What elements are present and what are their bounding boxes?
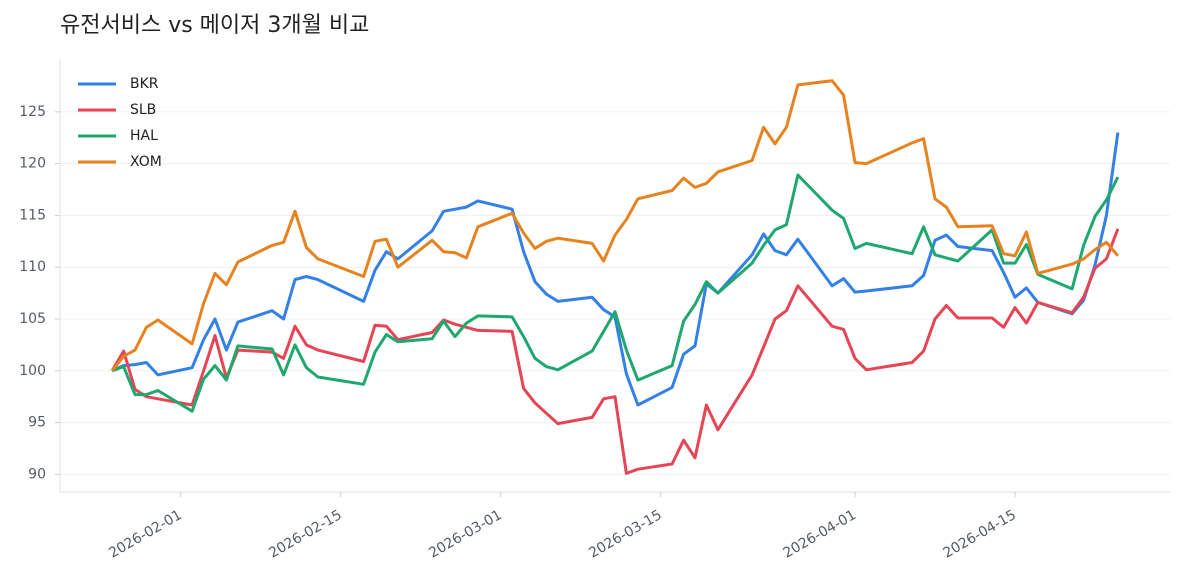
series-line: [110, 79, 1120, 372]
series-line: [110, 228, 1120, 475]
legend-label: HAL: [130, 128, 158, 144]
x-tick-label: 2026-02-01: [106, 507, 184, 562]
x-tick-label: 2026-03-15: [586, 507, 664, 562]
y-tick-label: 105: [19, 311, 46, 327]
y-tick-label: 115: [19, 207, 46, 223]
series-line: [111, 132, 1120, 407]
y-tick-label: 125: [19, 104, 46, 120]
y-tick-label: 100: [19, 363, 46, 379]
legend: BKR SLB HAL XOM: [78, 76, 162, 170]
y-tick-label: 90: [28, 466, 46, 482]
y-tick-label: 110: [19, 259, 46, 275]
y-tick-label: 120: [19, 156, 46, 172]
x-tick-label: 2026-04-15: [941, 507, 1019, 562]
x-tick-label: 2026-03-01: [426, 507, 504, 562]
legend-label: XOM: [130, 154, 162, 170]
series-line: [111, 173, 1120, 413]
legend-label: BKR: [130, 76, 159, 92]
y-tick-label: 95: [28, 415, 46, 431]
chart-title: 유전서비스 vs 메이저 3개월 비교: [60, 13, 369, 38]
x-tick-label: 2026-04-01: [781, 507, 859, 562]
x-tick-label: 2026-02-15: [266, 507, 344, 562]
legend-label: SLB: [130, 102, 156, 118]
